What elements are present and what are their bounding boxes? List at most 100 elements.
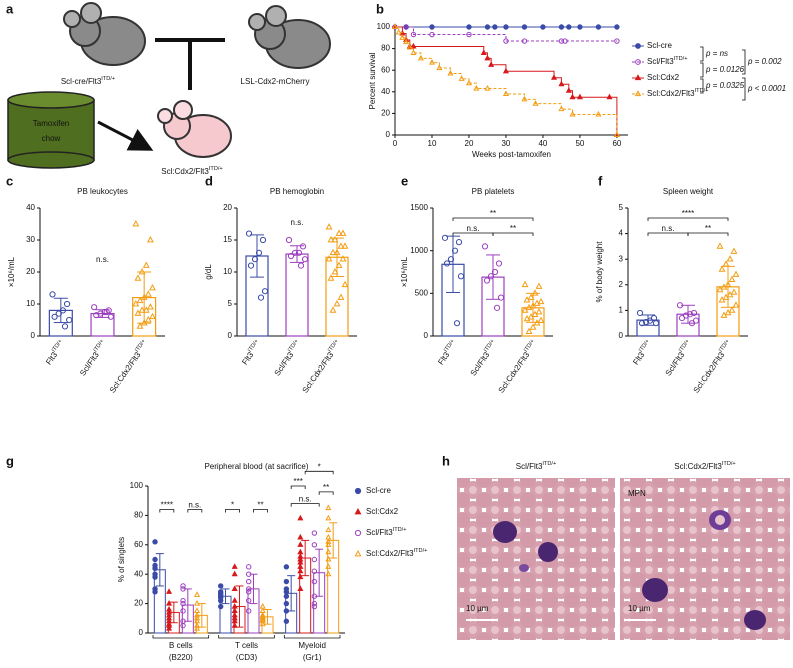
data-point — [487, 273, 495, 280]
y-tick-label: 1 — [619, 306, 624, 315]
bracket — [290, 485, 306, 489]
data-point — [193, 591, 201, 597]
data-point — [481, 243, 489, 250]
data-point — [410, 49, 417, 55]
panel-label: f — [598, 173, 603, 188]
data-point — [521, 306, 529, 313]
data-point — [247, 262, 255, 269]
micrograph-title: Scl:Cdx2/Flt3ITD/+ — [674, 461, 735, 471]
y-axis-label: Percent survival — [368, 52, 377, 109]
x-tick-label: Flt3ITD/+ — [436, 339, 459, 367]
error-bar — [155, 553, 164, 587]
data-point — [613, 131, 620, 138]
data-point — [525, 327, 533, 335]
micrograph-title-sup: ITD/+ — [542, 461, 556, 467]
x-tick-label-text: Flt3 — [436, 350, 451, 367]
legend-marker — [635, 43, 641, 49]
x-tick-label: Scl/Flt3ITD/+ — [663, 339, 694, 378]
data-point — [61, 323, 69, 330]
data-point — [165, 588, 173, 594]
data-point — [558, 24, 565, 30]
bracket — [647, 232, 689, 236]
x-tick-label: Scl:Cdx2/Flt3ITD/+ — [691, 339, 734, 395]
x-tick-label-sup: ITD/+ — [679, 339, 692, 354]
x-tick-label: Scl/Flt3ITD/+ — [78, 339, 109, 378]
data-point — [180, 600, 186, 607]
data-point — [180, 597, 186, 604]
data-point — [458, 75, 465, 81]
error-bar — [197, 603, 206, 628]
data-point — [566, 24, 572, 30]
data-point — [246, 589, 252, 595]
data-point — [325, 223, 333, 230]
micrograph — [457, 478, 615, 640]
bracket — [452, 232, 494, 236]
data-point — [722, 260, 730, 267]
legend-label: Scl:Cdx2/Flt3ITD/+ — [366, 548, 427, 558]
data-point — [652, 320, 660, 327]
data-point — [451, 247, 459, 254]
data-point — [311, 578, 318, 585]
data-point — [453, 320, 461, 327]
error-bar — [486, 254, 500, 300]
data-point — [136, 296, 144, 304]
data-point — [503, 38, 509, 44]
error-bar — [446, 235, 460, 293]
data-point — [149, 283, 156, 291]
chow-cylinder — [7, 91, 95, 169]
data-point — [218, 603, 224, 610]
error-bar — [183, 588, 192, 622]
error-bar — [263, 608, 272, 625]
data-point — [149, 312, 156, 320]
data-point — [537, 316, 545, 323]
x-tick-sublabel: (CD3) — [236, 653, 258, 662]
bracket — [492, 232, 534, 236]
x-tick-label-sup: ITD/+ — [93, 339, 106, 354]
x-tick-label: 20 — [465, 139, 474, 148]
data-point — [138, 267, 146, 275]
data-point — [107, 313, 114, 320]
x-tick-label-sup: ITD/+ — [51, 339, 64, 354]
data-point — [311, 603, 318, 610]
data-point — [152, 574, 158, 580]
data-point — [718, 265, 726, 272]
x-tick-label-sup: ITD/+ — [639, 339, 652, 354]
data-point — [457, 273, 465, 280]
data-point — [311, 568, 318, 574]
y-tick-label: 60 — [134, 540, 143, 549]
data-point — [66, 316, 73, 324]
data-point — [142, 306, 150, 313]
arrow — [97, 120, 154, 151]
data-point — [335, 261, 343, 268]
data-point — [531, 289, 539, 296]
data-point — [540, 24, 546, 30]
data-point — [325, 538, 332, 544]
y-tick-label: 40 — [26, 203, 35, 212]
error-bar — [235, 585, 244, 628]
data-point — [529, 323, 537, 330]
x-tick-label: Flt3ITD/+ — [631, 339, 654, 367]
data-point — [255, 249, 263, 256]
significance: ** — [490, 209, 496, 218]
x-tick-label-sup: ITD/+ — [524, 339, 537, 354]
p-value: p < 0.0001 — [747, 84, 786, 93]
data-point — [246, 608, 252, 614]
x-tick-label-text: Scl:Cdx2/Flt3 — [497, 350, 532, 395]
data-point — [297, 573, 304, 580]
data-point — [730, 288, 738, 295]
x-tick-label: 0 — [393, 139, 398, 148]
y-tick-label: 0 — [424, 331, 429, 340]
chart-title: PB leukocytes — [77, 187, 128, 196]
data-point — [595, 24, 602, 30]
data-point — [614, 24, 620, 30]
data-point — [325, 555, 332, 562]
y-tick-label: 20 — [134, 599, 143, 608]
chart-title: PB platelets — [472, 187, 515, 196]
mouse-icon — [63, 2, 146, 66]
p-value: p = 0.0325 — [705, 81, 745, 90]
y-tick-label: 15 — [223, 235, 232, 244]
treatment-label: Tamoxifen — [33, 119, 69, 128]
data-point — [638, 320, 646, 327]
data-point — [497, 294, 505, 301]
data-point — [606, 93, 613, 100]
